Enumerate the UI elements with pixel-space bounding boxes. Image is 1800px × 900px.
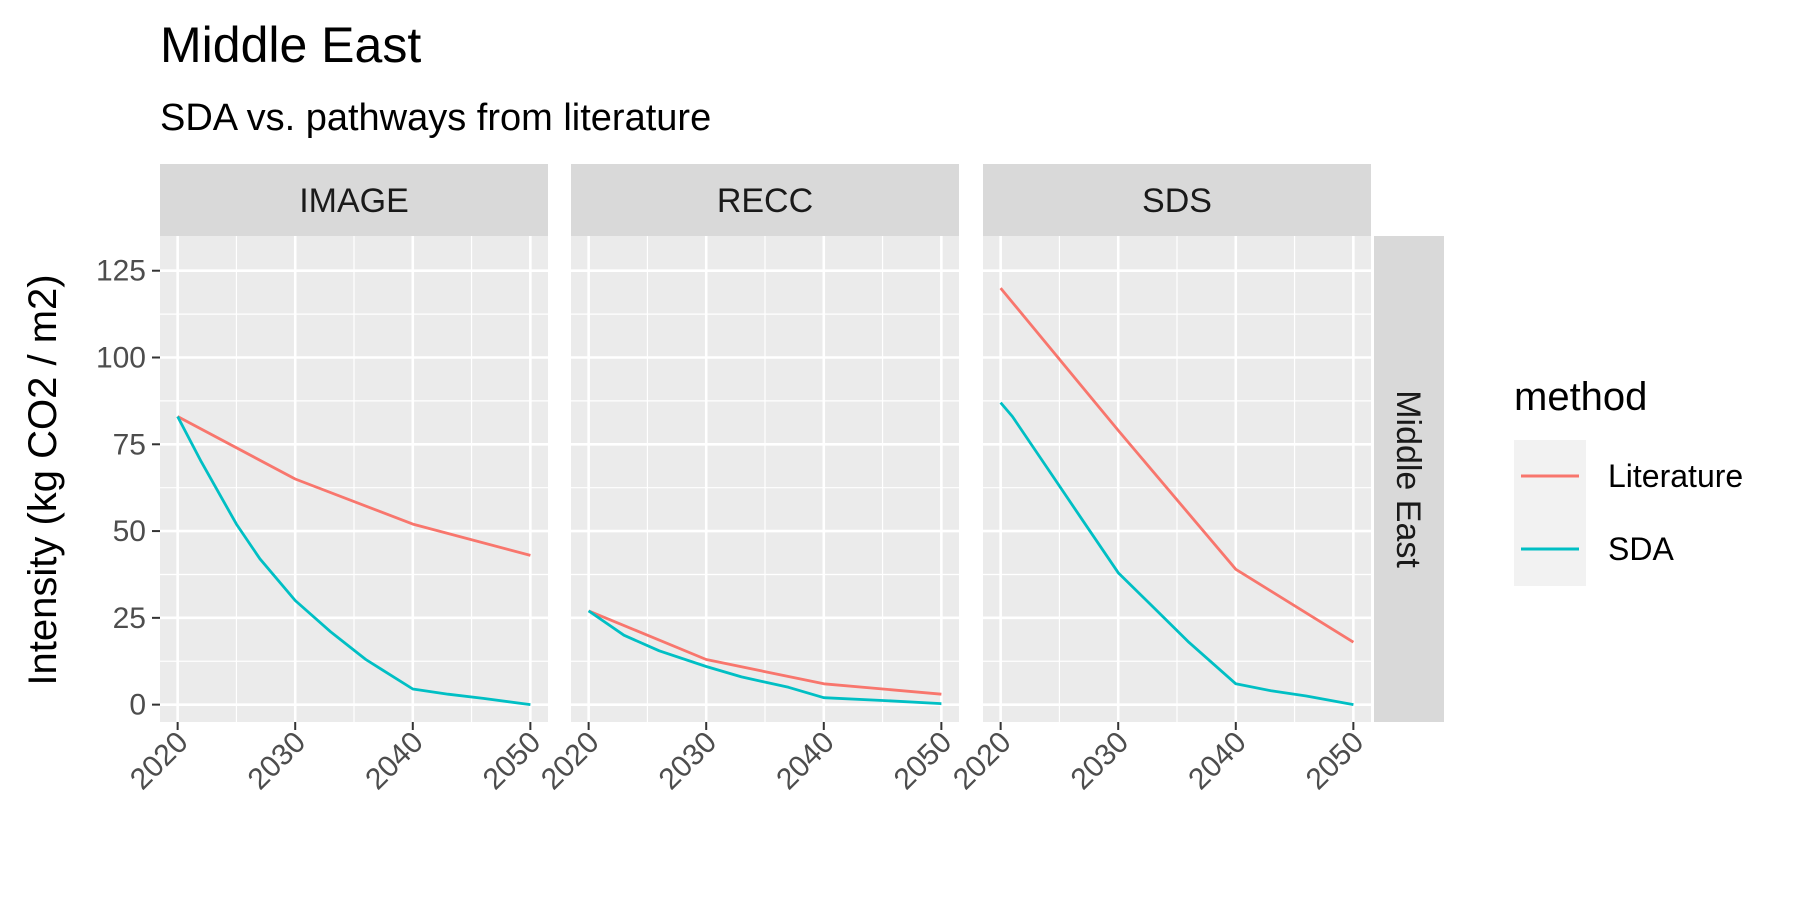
x-tick-label: 2050 xyxy=(1300,726,1371,797)
series-line-sda-recc xyxy=(587,609,942,705)
facet-strip-label: RECC xyxy=(717,182,813,220)
x-tick-label: 2020 xyxy=(535,726,606,797)
x-tick-label: 2050 xyxy=(888,726,959,797)
x-tick-label: 2040 xyxy=(770,726,841,797)
facet-strip-recc xyxy=(571,164,959,236)
y-tick-label: 100 xyxy=(96,342,146,375)
y-tick-label: 0 xyxy=(129,689,146,722)
facet-strip-sds xyxy=(983,164,1371,236)
x-tick-label: 2030 xyxy=(653,726,724,797)
series-line-literature-image xyxy=(176,415,531,557)
facet-strip-label: IMAGE xyxy=(299,182,409,220)
y-tick-label: 75 xyxy=(113,428,146,461)
row-strip xyxy=(1374,236,1444,722)
row-strip-label: Middle East xyxy=(1389,390,1427,568)
y-tick-label: 25 xyxy=(113,602,146,635)
legend-label-literature: Literature xyxy=(1608,458,1743,494)
x-tick-label: 2020 xyxy=(947,726,1018,797)
y-tick-label: 50 xyxy=(113,515,146,548)
legend-title: method xyxy=(1514,375,1647,419)
panels-group: IMAGE 2020 2030 2040 2050 0 25 50 75 100 125 RECC 20… xyxy=(96,164,1371,796)
legend-label-sda: SDA xyxy=(1608,531,1674,567)
chart-subtitle: SDA vs. pathways from literature xyxy=(160,97,711,139)
x-tick-label: 2030 xyxy=(1065,726,1136,797)
x-tick-label: 2040 xyxy=(1182,726,1253,797)
series-line-sda-sds xyxy=(999,401,1354,706)
facet-strip-image xyxy=(160,164,548,236)
x-tick-label: 2050 xyxy=(477,726,548,797)
series-line-literature-sds xyxy=(999,287,1355,644)
y-tick-label: 125 xyxy=(96,255,146,288)
y-axis-title: Intensity (kg CO2 / m2) xyxy=(21,274,65,685)
legend: method Literature SDA xyxy=(1514,375,1743,586)
x-tick-label: 2020 xyxy=(124,726,195,797)
chart-title: Middle East xyxy=(160,17,421,73)
x-tick-label: 2030 xyxy=(242,726,313,797)
x-tick-label: 2040 xyxy=(359,726,430,797)
series-line-sda-image xyxy=(176,415,531,706)
series-line-literature-recc xyxy=(588,609,942,696)
facet-strip-label: SDS xyxy=(1142,182,1212,220)
